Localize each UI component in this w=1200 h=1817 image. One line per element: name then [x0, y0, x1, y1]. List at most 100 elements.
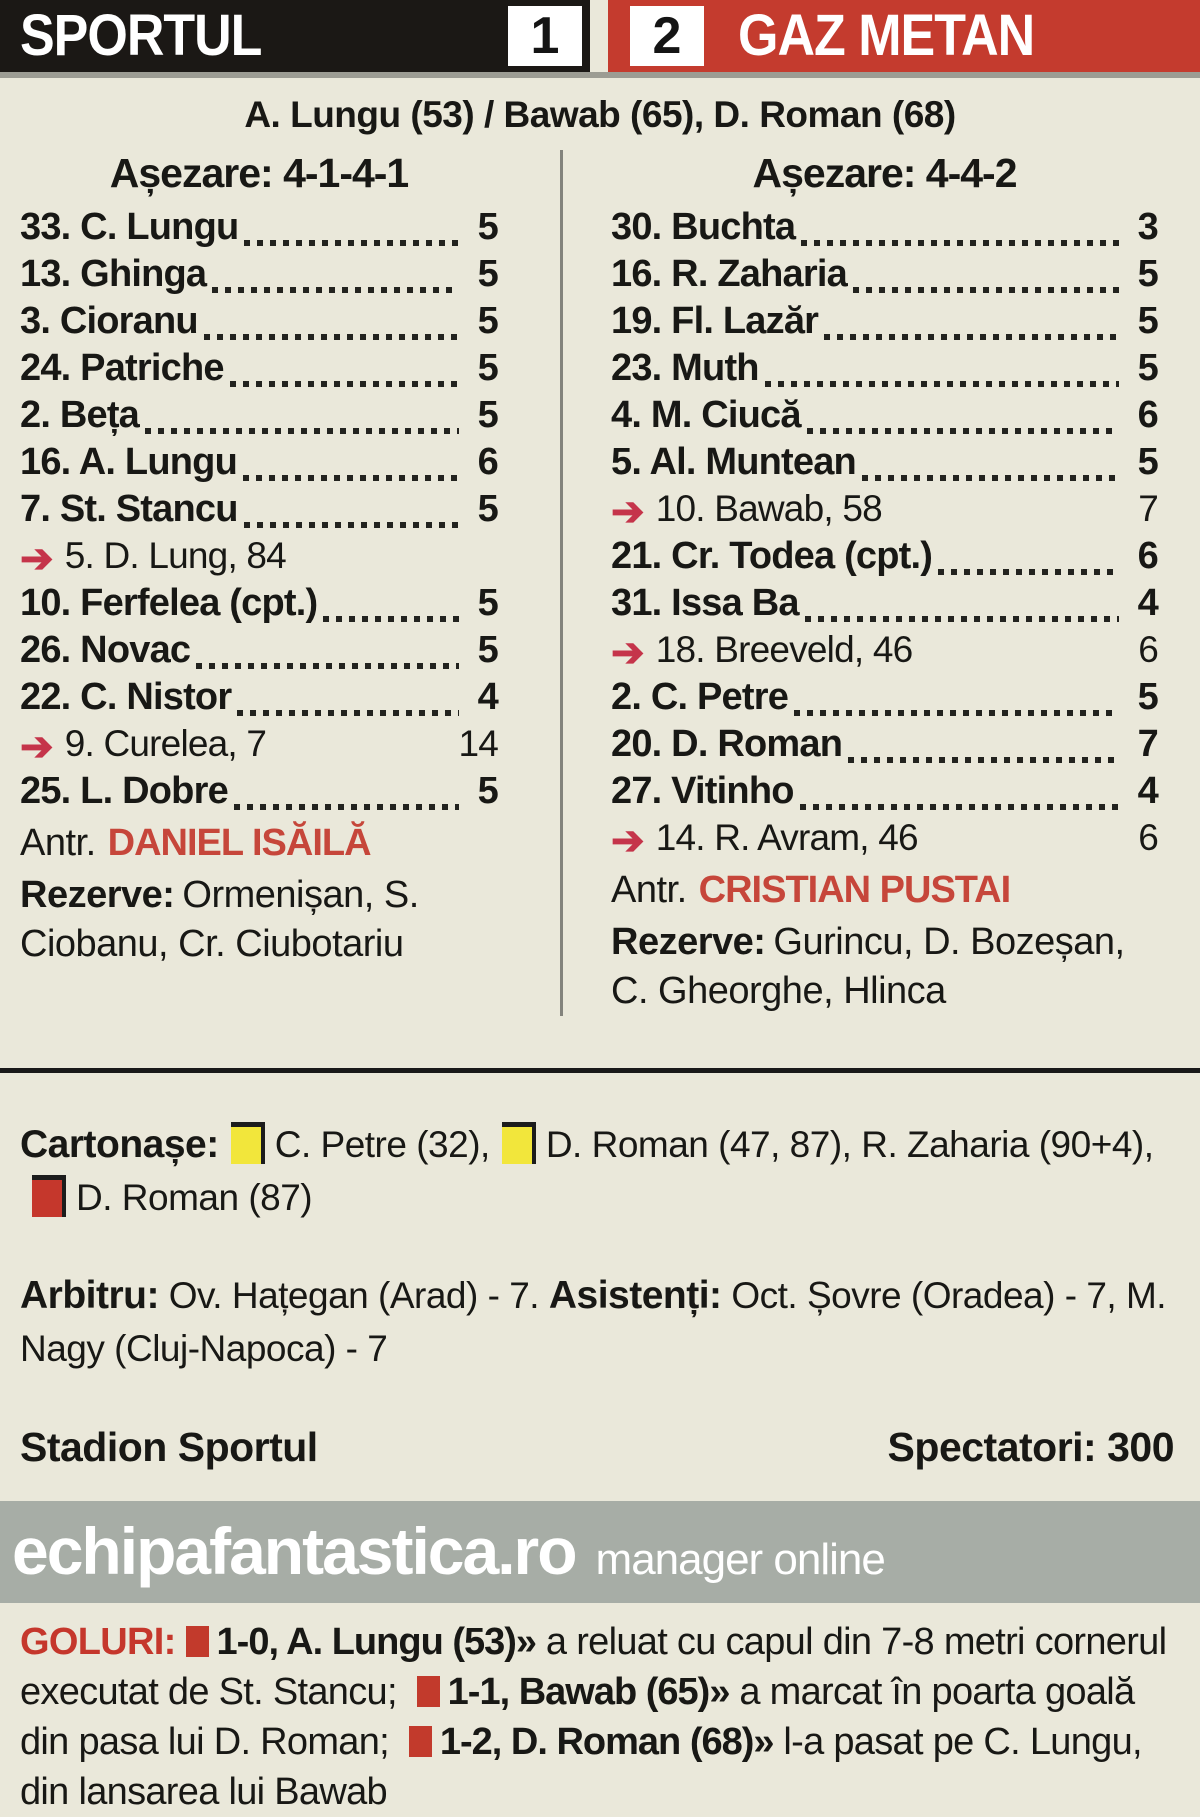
dotted-leader [237, 703, 459, 716]
dotted-leader [229, 374, 459, 387]
score-header: SPORTUL 1 2 GAZ METAN [0, 0, 1200, 72]
player-name: 18. Breeveld, 46 [655, 629, 913, 670]
player-name: 33. C. Lungu [20, 206, 239, 248]
dotted-leader [799, 797, 1119, 810]
away-team-name: GAZ METAN [738, 3, 1035, 69]
assistants-label: Asistenți: [548, 1274, 722, 1317]
home-formation: Așezare: 4-1-4-1 [109, 150, 410, 196]
player-name: 30. Buchta [611, 206, 796, 248]
dotted-leader [938, 562, 1119, 575]
dotted-leader [233, 797, 459, 810]
dotted-leader [196, 656, 459, 669]
player-name: 22. C. Nistor [20, 676, 232, 718]
player-rating: 5 [477, 582, 499, 624]
player-row: 26. Novac 5 [20, 629, 499, 676]
substitute-row: ➔ 10. Bawab, 58 7 [611, 488, 1159, 535]
player-name: 23. Muth [611, 347, 760, 389]
player-name: 2. Beța [20, 394, 140, 436]
reserves-label: Rezerve: [611, 921, 766, 963]
player-row: 13. Ghinga 5 [20, 253, 499, 300]
player-row: 20. D. Roman 7 [611, 723, 1159, 770]
player-rating: 5 [1137, 253, 1159, 295]
goals-label: GOLURI: [20, 1621, 176, 1663]
player-row: 7. St. Stancu 5 [20, 488, 499, 535]
player-rating: 4 [1137, 770, 1159, 812]
promo-banner: echipafantastica.ro manager online [0, 1501, 1200, 1603]
player-row: 24. Patriche 5 [20, 347, 499, 394]
stadium-name: Stadion Sportul [20, 1424, 318, 1470]
goals-section: GOLURI: 1-0, A. Lungu (53)» a reluat cu c… [0, 1603, 1200, 1817]
substitution-arrow-icon: ➔ [611, 630, 645, 675]
cards-label: Cartonașe: [20, 1123, 219, 1166]
player-rating: 5 [1137, 441, 1159, 483]
substitution-arrow-icon: ➔ [611, 818, 645, 863]
banner-tagline: manager online [595, 1535, 886, 1584]
player-name: 21. Cr. Todea (cpt.) [611, 535, 933, 577]
player-row: 33. C. Lungu 5 [20, 206, 499, 253]
away-formation: Așezare: 4-4-2 [752, 150, 1017, 196]
dotted-leader [243, 468, 459, 481]
player-row: 25. L. Dobre 5 [20, 770, 499, 817]
player-row: 21. Cr. Todea (cpt.) 6 [611, 535, 1159, 582]
home-team-bar: SPORTUL 1 [0, 0, 590, 72]
player-rating: 5 [477, 629, 499, 671]
reserves-label: Rezerve: [20, 874, 175, 916]
player-rating: 5 [477, 253, 499, 295]
section-divider [0, 1068, 1200, 1073]
dotted-leader [848, 750, 1119, 763]
player-row: 5. Al. Muntean 5 [611, 441, 1159, 488]
player-name: 4. M. Ciucă [611, 394, 802, 436]
player-rating: 5 [1137, 300, 1159, 342]
player-row: 2. C. Petre 5 [611, 676, 1159, 723]
goal-description: a reluat cu capul din 7-8 metri cornerul… [20, 1621, 1167, 1713]
player-name: 20. D. Roman [611, 723, 843, 765]
home-reserves: Rezerve: Ormenișan, S. Ciobanu, Cr. Ciubo… [20, 871, 498, 969]
home-lineup-column: Așezare: 4-1-4-1 33. C. Lungu 5 13. Ghing… [20, 150, 499, 1016]
player-name: 27. Vitinho [611, 770, 794, 812]
cards-line: Cartonașe: C. Petre (32), D. Roman (47, 87… [0, 1110, 1200, 1224]
cards-red-1: D. Roman (87) [76, 1177, 313, 1218]
away-team-bar: 2 GAZ METAN [608, 0, 1200, 72]
player-name: 24. Patriche [20, 347, 225, 389]
player-row: 3. Cioranu 5 [20, 300, 499, 347]
player-rating: 7 [1137, 723, 1159, 765]
dotted-leader [801, 233, 1119, 246]
player-rating: 5 [477, 347, 499, 389]
yellow-card-icon [230, 1122, 265, 1164]
player-name: 31. Issa Ba [611, 582, 799, 624]
player-name: 10. Ferfelea (cpt.) [20, 582, 318, 624]
player-row: 2. Beța 5 [20, 394, 499, 441]
player-row: 10. Ferfelea (cpt.) 5 [20, 582, 499, 629]
player-name: 26. Novac [20, 629, 191, 671]
substitute-row: ➔ 18. Breeveld, 46 6 [611, 629, 1159, 676]
player-rating: 5 [477, 770, 499, 812]
referee-name: Ov. Hațegan (Arad) - 7. [158, 1275, 549, 1316]
player-name: 5. Al. Muntean [611, 441, 857, 483]
goal-score: 1-1, Bawab (65)» [447, 1671, 731, 1713]
goal-score: 1-0, A. Lungu (53)» [216, 1621, 538, 1663]
player-rating: 14 [458, 723, 498, 764]
referee-label: Arbitru: [20, 1274, 159, 1317]
cards-yellow-1: C. Petre (32), [274, 1124, 491, 1165]
home-score-box: 1 [508, 6, 582, 66]
dotted-leader [794, 703, 1119, 716]
player-rating: 6 [1138, 817, 1159, 858]
player-row: 19. Fl. Lazăr 5 [611, 300, 1159, 347]
dotted-leader [852, 280, 1119, 293]
substitution-arrow-icon: ➔ [611, 489, 645, 534]
player-name: 10. Bawab, 58 [655, 488, 883, 529]
substitution-arrow-icon: ➔ [20, 724, 54, 769]
dotted-leader [243, 515, 459, 528]
coach-label: Antr. [611, 868, 687, 911]
player-name: 2. C. Petre [611, 676, 789, 718]
home-coach-line: Antr. DANIEL ISĂILĂ [20, 817, 498, 869]
player-name: 3. Cioranu [20, 300, 199, 342]
player-name: 7. St. Stancu [20, 488, 238, 530]
player-rating: 6 [1138, 629, 1159, 670]
reserves-names: Ormenișan, S. Ciobanu, Cr. Ciubotariu [20, 874, 419, 965]
reserves-names: Gurincu, D. Bozeșan, C. Gheorghe, Hlinca [611, 921, 1125, 1012]
player-row: 16. R. Zaharia 5 [611, 253, 1159, 300]
player-rating: 5 [1137, 676, 1159, 718]
substitute-row: ➔ 5. D. Lung, 84 [20, 535, 498, 582]
coach-label: Antr. [20, 821, 96, 864]
